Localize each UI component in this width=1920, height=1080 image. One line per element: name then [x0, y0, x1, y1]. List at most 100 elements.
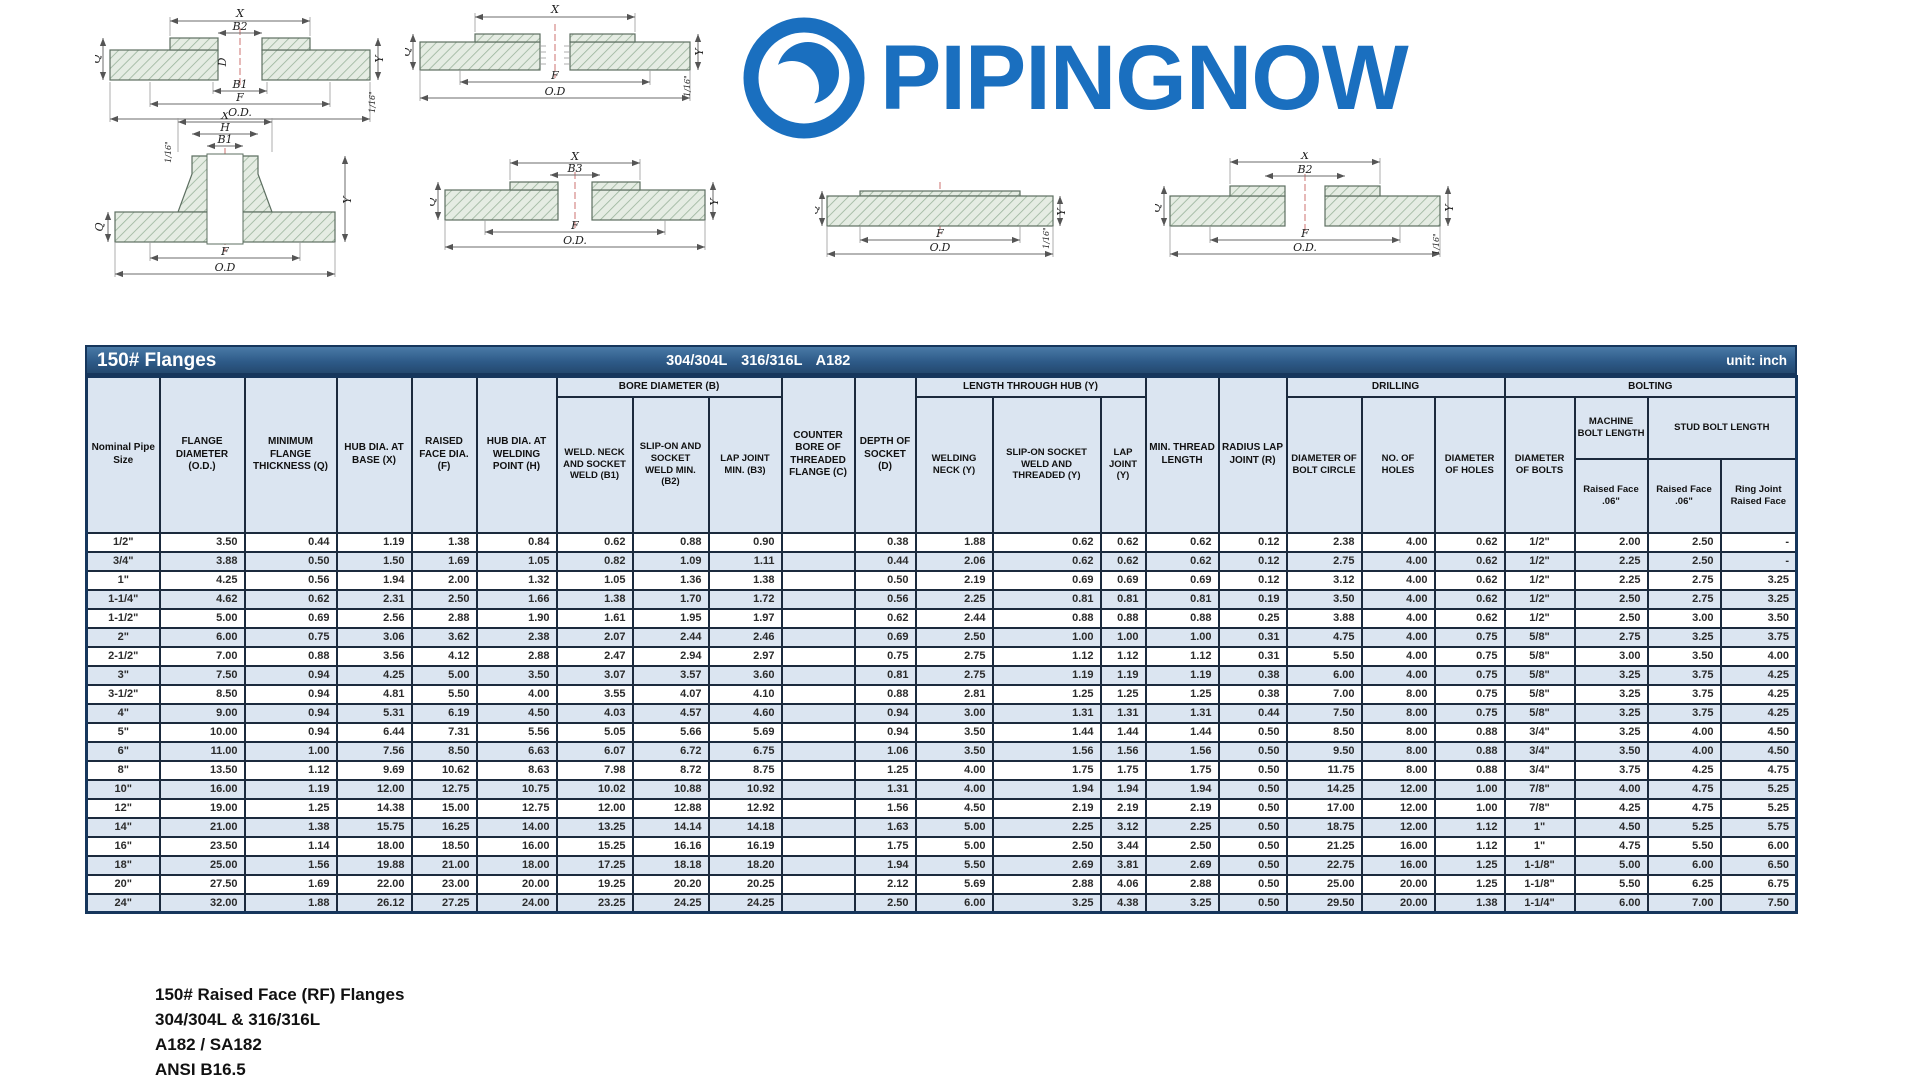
table-cell: 5.25	[1719, 797, 1798, 819]
dim-label-lip: 1/16"	[1042, 227, 1051, 249]
table-row: 3-1/2" 8.50 0.94 4.81 5.50 4.00 3.55 4.07 4.10 0.…	[85, 683, 1798, 705]
table-cell: 5.69	[707, 721, 783, 743]
table-cell: 15.25	[555, 835, 634, 857]
table-cell: 2.44	[914, 607, 994, 629]
table-cell: 1.70	[631, 588, 710, 610]
table-cell: 5.00	[1573, 854, 1649, 876]
footer-note-line: ANSI B16.5	[155, 1060, 246, 1079]
table-row: 1-1/2" 5.00 0.69 2.56 2.88 1.90 1.61 1.95 1.97 0.…	[85, 607, 1798, 629]
table-cell: 0.50	[1217, 740, 1288, 762]
table-cell: 5.50	[914, 854, 994, 876]
group-header-bolting: BOLTING	[1503, 375, 1798, 398]
dim-label-f: F	[550, 69, 559, 82]
table-cell: 17.25	[555, 854, 634, 876]
table-cell: 18.20	[707, 854, 783, 876]
table-cell: 1.25	[243, 797, 338, 819]
table-cell: 4.25	[1573, 797, 1649, 819]
table-cell: 1.88	[243, 892, 338, 914]
table-cell: 3.50	[914, 721, 994, 743]
table-cell: 8.50	[1285, 721, 1363, 743]
table-cell: 12.00	[1360, 816, 1436, 838]
table-cell: 0.88	[1144, 607, 1220, 629]
dim-label-x: X	[1300, 152, 1310, 162]
table-cell: 1-1/8"	[1503, 873, 1576, 895]
table-cell: 7.50	[1719, 892, 1798, 914]
table-cell: 1.12	[243, 759, 338, 781]
table-cell: 1/2"	[1503, 607, 1576, 629]
group-header-stud-bolt-length: STUD BOLT LENGTH	[1646, 395, 1798, 460]
table-cell: 3/4"	[1503, 740, 1576, 762]
table-cell: 14.38	[335, 797, 413, 819]
table-cell: 0.94	[853, 721, 917, 743]
table-cell: 3.60	[707, 664, 783, 686]
table-cell: 2.50	[1646, 550, 1722, 572]
table-cell: 0.62	[1433, 550, 1506, 572]
table-cell: 1.95	[631, 607, 710, 629]
table-cell: 0.75	[1433, 683, 1506, 705]
table-cell: 0.50	[1217, 892, 1288, 914]
table-cell: 0.81	[1144, 588, 1220, 610]
table-cell: 7/8"	[1503, 797, 1576, 819]
table-title-bar: 150# Flanges 304/304L 316/316L A182 unit…	[85, 345, 1797, 375]
table-cell: 0.38	[1217, 664, 1288, 686]
table-cell: 4.25	[1719, 702, 1798, 724]
table-cell: 8.00	[1360, 721, 1436, 743]
table-cell: 23.25	[555, 892, 634, 914]
table-cell: 2.38	[475, 626, 558, 648]
table-cell: 24.00	[475, 892, 558, 914]
table-cell: 2.75	[1285, 550, 1363, 572]
table-cell: 11.00	[158, 740, 246, 762]
table-cell: 8.50	[410, 740, 478, 762]
table-cell: 6.50	[1719, 854, 1798, 876]
table-cell: 3-1/2"	[85, 683, 161, 705]
table-cell: 1.36	[631, 569, 710, 591]
table-cell: 8.00	[1360, 740, 1436, 762]
table-cell: 1.05	[475, 550, 558, 572]
table-cell: 22.00	[335, 873, 413, 895]
table-cell: 12.75	[475, 797, 558, 819]
dim-label-q: Q	[815, 205, 821, 214]
table-cell: 4.00	[1573, 778, 1649, 800]
table-cell: 1.19	[335, 531, 413, 553]
table-cell: 6.00	[1573, 892, 1649, 914]
table-cell: 0.88	[1433, 721, 1506, 743]
table-cell: 1.75	[1144, 759, 1220, 781]
table-cell: 4.50	[1573, 816, 1649, 838]
table-cell: 27.50	[158, 873, 246, 895]
table-cell: 10.02	[555, 778, 634, 800]
table-cell: 2.50	[853, 892, 917, 914]
table-cell: 27.25	[410, 892, 478, 914]
col-header: Nominal Pipe Size	[85, 375, 161, 534]
table-cell: 18.50	[410, 835, 478, 857]
table-row: 6" 11.00 1.00 7.56 8.50 6.63 6.07 6.72 6.75 1.06 3…	[85, 740, 1798, 762]
table-cell: 1.12	[1144, 645, 1220, 667]
table-cell: 10.00	[158, 721, 246, 743]
table-cell: 4.06	[1099, 873, 1147, 895]
table-cell: 3.44	[1099, 835, 1147, 857]
table-cell: 0.62	[1144, 550, 1220, 572]
table-cell: 1.19	[243, 778, 338, 800]
table-cell: 3.00	[1646, 607, 1722, 629]
group-header-bore-diameter: BORE DIAMETER (B)	[555, 375, 783, 398]
table-row: 18" 25.00 1.56 19.88 21.00 18.00 17.25 18.18 18.…	[85, 854, 1798, 876]
table-cell: 4.62	[158, 588, 246, 610]
table-cell: 2.50	[410, 588, 478, 610]
table-cell: 2.19	[1099, 797, 1147, 819]
table-cell: 3.50	[158, 531, 246, 553]
table-cell: 1.63	[853, 816, 917, 838]
table-cell: 4.00	[475, 683, 558, 705]
table-cell: 2.75	[1573, 626, 1649, 648]
table-cell	[780, 588, 856, 610]
table-row: 4" 9.00 0.94 5.31 6.19 4.50 4.03 4.57 4.60 0.94 3.…	[85, 702, 1798, 724]
table-cell: 0.94	[243, 702, 338, 724]
table-cell: 0.62	[1144, 531, 1220, 553]
table-cell: 8.50	[158, 683, 246, 705]
logo-text: PIPINGNOW	[880, 27, 1409, 129]
table-cell: 1.61	[555, 607, 634, 629]
dim-label-od: O.D.	[228, 106, 252, 119]
table-cell: 0.50	[1217, 873, 1288, 895]
table-cell: 4.10	[707, 683, 783, 705]
table-cell: 3.25	[1573, 664, 1649, 686]
table-cell: 0.69	[1144, 569, 1220, 591]
table-cell: 4.81	[335, 683, 413, 705]
